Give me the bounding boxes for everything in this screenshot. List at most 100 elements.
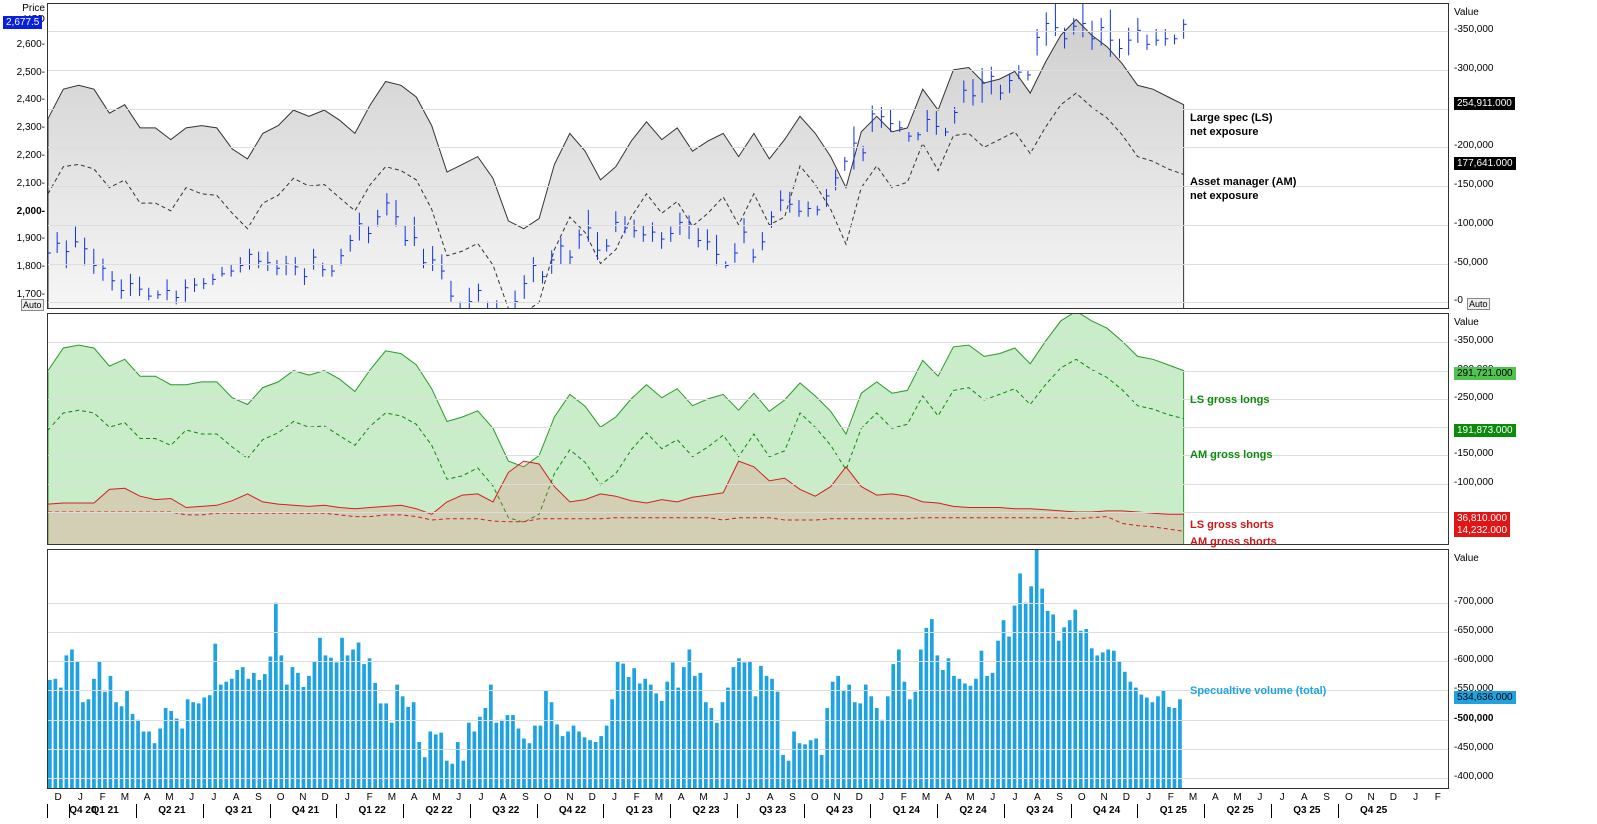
value-badge: 254,911.000	[1454, 97, 1515, 110]
tick-label: -650,000	[1454, 625, 1493, 636]
month-tick: D	[1115, 792, 1137, 803]
month-tick: S	[247, 792, 269, 803]
value-badge: 14,232.000	[1454, 524, 1510, 537]
month-tick: A	[670, 792, 692, 803]
series-legend: LS gross shorts	[1190, 518, 1274, 532]
month-tick: J	[982, 792, 1004, 803]
panel-volume: Value -700,000-650,000-600,000-550,000-5…	[5, 549, 1449, 789]
value-badge: 177,641.000	[1454, 157, 1516, 170]
month-tick: D	[581, 792, 603, 803]
value-badge: 36,810.000	[1454, 512, 1510, 525]
quarter-tick: Q2 22	[425, 805, 452, 816]
value-badge: 2,677.5	[3, 16, 42, 29]
month-tick: J	[603, 792, 625, 803]
axis-title-value-2: Value	[1454, 317, 1479, 328]
tick-label: 2,100-	[17, 178, 45, 189]
month-tick: A	[759, 792, 781, 803]
month-tick: J	[181, 792, 203, 803]
quarter-tick: Q1 25	[1160, 805, 1187, 816]
series-legend: Specualtive volume (total)	[1190, 684, 1326, 698]
month-tick: O	[1338, 792, 1360, 803]
tick-label: 2,200-	[17, 150, 45, 161]
month-tick: A	[403, 792, 425, 803]
month-tick: M	[381, 792, 403, 803]
value-badge: 291,721.000	[1454, 367, 1516, 380]
quarter-tick: Q4 23	[826, 805, 853, 816]
month-tick: N	[826, 792, 848, 803]
month-tick: S	[514, 792, 536, 803]
tick-label: -450,000	[1454, 742, 1493, 753]
month-tick: M	[960, 792, 982, 803]
month-tick: M	[1182, 792, 1204, 803]
month-tick: A	[136, 792, 158, 803]
tick-label: 1,800-	[17, 261, 45, 272]
tick-label: 2,600-	[17, 39, 45, 50]
month-tick: M	[1227, 792, 1249, 803]
tick-label: 2,500-	[17, 67, 45, 78]
month-tick: J	[448, 792, 470, 803]
month-tick: F	[92, 792, 114, 803]
month-tick: D	[1382, 792, 1404, 803]
auto-button-right[interactable]: Auto	[1467, 298, 1490, 310]
month-tick: N	[292, 792, 314, 803]
quarter-tick: Q1 22	[359, 805, 386, 816]
value-badge: 534,636.000	[1454, 691, 1516, 704]
month-tick: S	[782, 792, 804, 803]
tick-label: -50,000	[1454, 257, 1488, 268]
month-tick: A	[225, 792, 247, 803]
month-tick: A	[1026, 792, 1048, 803]
plot-area-2[interactable]	[47, 313, 1449, 545]
month-tick: J	[1249, 792, 1271, 803]
month-tick: D	[47, 792, 69, 803]
yaxis-right-value-3: Value -700,000-650,000-600,000-550,000-5…	[1454, 549, 1554, 789]
quarter-tick: Q4 24	[1093, 805, 1120, 816]
tick-label: -500,000	[1454, 713, 1493, 724]
tick-label: -350,000	[1454, 24, 1493, 35]
plot-area-3[interactable]	[47, 549, 1449, 789]
month-tick: J	[1138, 792, 1160, 803]
month-tick: J	[737, 792, 759, 803]
quarter-tick: Q2 21	[158, 805, 185, 816]
month-tick: N	[559, 792, 581, 803]
quarter-tick: Q1 24	[893, 805, 920, 816]
tick-label: -200,000	[1454, 140, 1493, 151]
month-tick: J	[871, 792, 893, 803]
month-tick: J	[1004, 792, 1026, 803]
month-tick: N	[1093, 792, 1115, 803]
month-tick: O	[1071, 792, 1093, 803]
panel-price-exposure: Price USD 2,600-2,500-2,400-2,300-2,200-…	[5, 3, 1449, 309]
panel-longs-shorts: Value -350,000-300,000-250,000-150,000-1…	[5, 313, 1449, 545]
series-legend: Large spec (LS)net exposure	[1190, 111, 1273, 140]
month-tick: F	[359, 792, 381, 803]
series-legend: LS gross longs	[1190, 393, 1269, 407]
month-tick: S	[1316, 792, 1338, 803]
yaxis-left-price: Price USD 2,600-2,500-2,400-2,300-2,200-…	[5, 3, 45, 309]
time-axis: DJFMAMJJASONDJFMAMJJASONDJFMAMJJASONDJFM…	[47, 792, 1449, 822]
value-badge: 191,873.000	[1454, 424, 1516, 437]
month-tick: J	[1271, 792, 1293, 803]
quarter-tick: Q4 25	[1360, 805, 1387, 816]
month-tick: F	[893, 792, 915, 803]
series-legend: AM gross longs	[1190, 448, 1273, 462]
month-tick: N	[1360, 792, 1382, 803]
tick-label: 1,900-	[17, 233, 45, 244]
tick-label: 2,400-	[17, 94, 45, 105]
plot-area-1[interactable]	[47, 3, 1449, 309]
quarter-tick: Q3 22	[492, 805, 519, 816]
month-tick: D	[314, 792, 336, 803]
quarter-tick: Q1 23	[626, 805, 653, 816]
tick-label: -250,000	[1454, 392, 1493, 403]
tick-label: -700,000	[1454, 596, 1493, 607]
month-tick: M	[158, 792, 180, 803]
month-tick: J	[336, 792, 358, 803]
series-legend: AM gross shorts	[1190, 535, 1277, 549]
tick-label: -400,000	[1454, 771, 1493, 782]
month-tick: O	[537, 792, 559, 803]
month-tick: A	[937, 792, 959, 803]
month-tick: J	[470, 792, 492, 803]
month-tick: F	[1427, 792, 1449, 803]
month-tick: A	[492, 792, 514, 803]
quarter-tick: Q2 25	[1226, 805, 1253, 816]
tick-label: -100,000	[1454, 218, 1493, 229]
auto-button-left[interactable]: Auto	[21, 299, 44, 311]
